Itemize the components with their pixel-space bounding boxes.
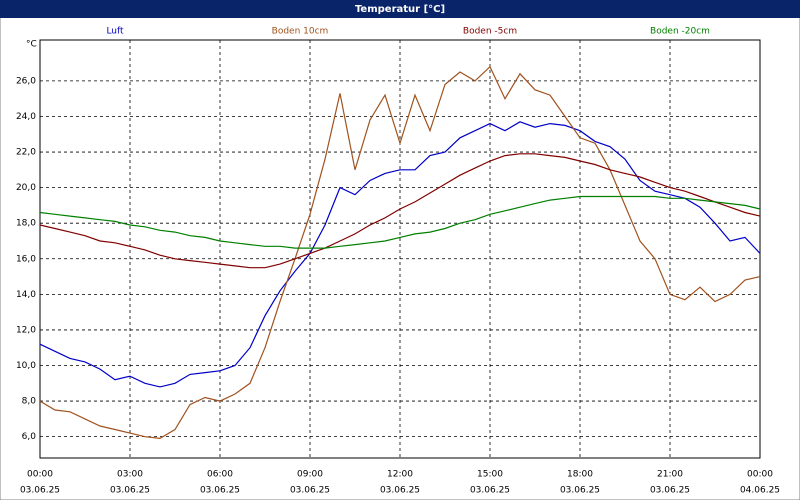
y-tick-label: 22,0 [16, 148, 36, 158]
x-tick-label: 12:00 [387, 470, 413, 480]
data-line [39, 153, 761, 269]
x-tick-date: 03.06.25 [290, 486, 330, 496]
y-tick-label: 18,0 [16, 219, 36, 229]
y-tick-label: 14,0 [16, 290, 36, 300]
x-tick-date: 03.06.25 [20, 486, 60, 496]
x-tick-date: 03.06.25 [200, 486, 240, 496]
x-tick-label: 21:00 [657, 470, 683, 480]
chart-title: Temperatur [°C] [355, 4, 445, 15]
x-tick-date: 03.06.25 [380, 486, 420, 496]
x-tick-date: 03.06.25 [470, 486, 510, 496]
legend-entry: Boden 10cm [272, 27, 329, 37]
x-tick-label: 15:00 [477, 470, 503, 480]
x-tick-label: 06:00 [207, 470, 233, 480]
data-line [39, 195, 761, 249]
y-tick-label: 26,0 [16, 76, 36, 86]
x-tick-date: 04.06.25 [740, 486, 780, 496]
data-line [39, 65, 761, 440]
y-tick-label: 20,0 [16, 183, 36, 193]
legend-entry: Boden -5cm [463, 27, 517, 37]
data-line [39, 121, 761, 388]
x-tick-date: 03.06.25 [110, 486, 150, 496]
y-tick-label: 24,0 [16, 112, 36, 122]
x-tick-date: 03.06.25 [650, 486, 690, 496]
legend-entry: Boden -20cm [650, 27, 710, 37]
y-unit: °C [26, 40, 37, 50]
x-tick-label: 09:00 [297, 470, 323, 480]
title-bar [0, 0, 800, 18]
x-tick-label: 00:00 [747, 470, 773, 480]
y-tick-label: 12,0 [16, 325, 36, 335]
y-tick-label: 6,0 [22, 432, 37, 442]
x-tick-label: 18:00 [567, 470, 593, 480]
x-tick-label: 00:00 [27, 470, 53, 480]
x-tick-date: 03.06.25 [560, 486, 600, 496]
legend-entry: Luft [106, 27, 124, 37]
y-tick-label: 16,0 [16, 254, 36, 264]
x-tick-label: 03:00 [117, 470, 143, 480]
y-tick-label: 10,0 [16, 361, 36, 371]
y-tick-label: 8,0 [22, 397, 37, 407]
